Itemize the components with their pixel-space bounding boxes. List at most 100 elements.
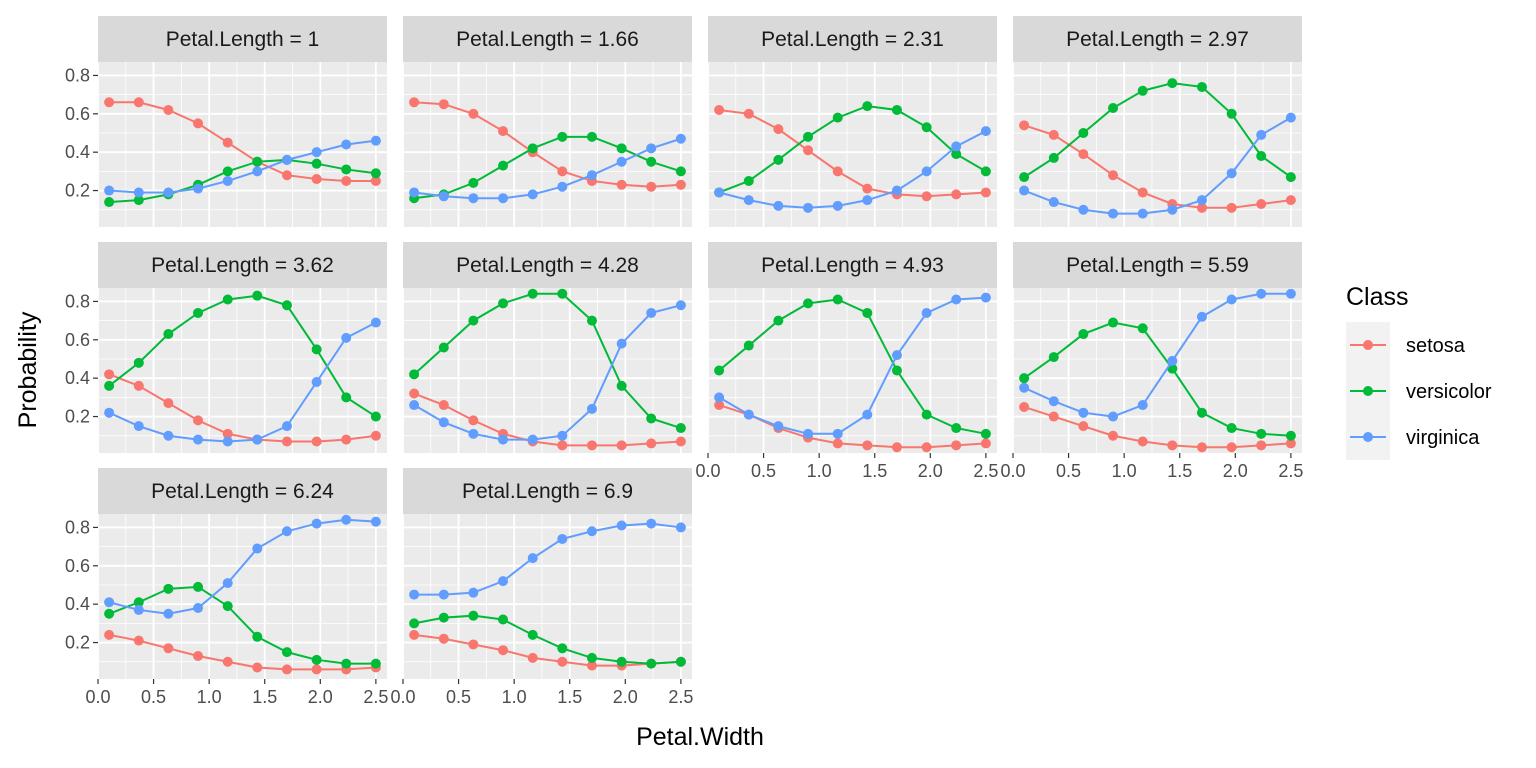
panel-9-x-tick-label: 2.0 xyxy=(308,687,333,707)
panel-8-versicolor-point xyxy=(1226,423,1237,434)
panel-6-virginica-point xyxy=(468,428,479,439)
panel-10-strip xyxy=(403,468,692,514)
panel-1-setosa-point xyxy=(370,175,381,186)
panel-3-virginica-line xyxy=(718,130,987,209)
panel-7-setosa-point xyxy=(714,400,725,411)
panel-7-setosa-point xyxy=(862,440,873,451)
panel-9-versicolor-point xyxy=(281,647,292,658)
panel-6-strip xyxy=(403,242,692,288)
panel-3-setosa-point xyxy=(951,189,962,200)
panel-3-background xyxy=(708,62,997,227)
panel-8: Petal.Length = 5.59 0.0 0.5 1.0 1.5 2.0 2.5 xyxy=(1000,242,1303,481)
panel-10-versicolor-point xyxy=(675,656,686,667)
panel-6-setosa-point xyxy=(646,438,657,449)
panel-6-virginica-point xyxy=(646,307,657,318)
panel-5-setosa-point xyxy=(193,415,204,426)
legend-item-setosa-key-point xyxy=(1363,340,1373,350)
panel-4-virginica-point xyxy=(1019,185,1030,196)
panel-3-setosa-point xyxy=(862,183,873,194)
panel-1-virginica-point xyxy=(341,139,352,150)
panel-2-strip xyxy=(403,16,692,62)
panel-6-virginica-line xyxy=(413,304,682,441)
panel-4-virginica-point xyxy=(1048,197,1059,208)
panel-2-versicolor-point xyxy=(498,160,509,171)
panel-5-strip-label: Petal.Length = 3.62 xyxy=(151,254,334,277)
panel-3-virginica-point xyxy=(951,141,962,152)
panel-6-virginica-point xyxy=(616,338,627,349)
panel-7-setosa-point xyxy=(832,438,843,449)
panel-7-strip-label: Petal.Length = 4.93 xyxy=(761,254,944,277)
panel-9-versicolor-point xyxy=(163,583,174,594)
panel-10-x-tick-label: 1.0 xyxy=(502,687,527,707)
panel-5-virginica-point xyxy=(252,434,263,445)
panel-8-setosa-point xyxy=(1019,401,1030,412)
panel-8-versicolor-point xyxy=(1108,317,1119,328)
panel-8-virginica-point xyxy=(1078,407,1089,418)
legend-item-versicolor-label: versicolor xyxy=(1406,381,1492,403)
panel-7-versicolor-point xyxy=(773,315,784,326)
panel-9-virginica-point xyxy=(163,608,174,619)
panel-2-setosa-point xyxy=(409,97,420,108)
panel-3-strip-label: Petal.Length = 2.31 xyxy=(761,28,944,51)
panel-3-versicolor-point xyxy=(951,149,962,160)
panel-7-versicolor-point xyxy=(743,340,754,351)
panel-9-background xyxy=(98,514,387,679)
panel-2-background xyxy=(403,62,692,227)
panel-9-setosa-point xyxy=(252,662,263,673)
panel-6-virginica-point xyxy=(498,434,509,445)
panel-5-versicolor-point xyxy=(311,344,322,355)
panel-1-y-tick-label: 0.8 xyxy=(65,65,90,85)
panel-3-setosa-point xyxy=(832,166,843,177)
panel-8-x-tick-label: 2.0 xyxy=(1223,461,1248,481)
panel-3-versicolor-point xyxy=(743,175,754,186)
panel-6-virginica-point xyxy=(438,417,449,428)
panel-9-virginica-line xyxy=(108,518,376,615)
panel-1-virginica-point xyxy=(370,135,381,146)
panel-4-setosa-point xyxy=(1285,195,1296,206)
panel-4-versicolor-point xyxy=(1196,81,1207,92)
panel-7-virginica-point xyxy=(714,392,725,403)
panel-5-y-tick-label: 0.8 xyxy=(65,291,90,311)
panel-5-versicolor-point xyxy=(281,300,292,311)
panel-10-strip-label: Petal.Length = 6.9 xyxy=(462,480,633,503)
panel-2-virginica-point xyxy=(409,187,420,198)
panel-1-virginica-point xyxy=(222,175,233,186)
panel-2-setosa-point xyxy=(675,179,686,190)
panel-4-versicolor-point xyxy=(1108,103,1119,114)
panel-1-setosa-point xyxy=(193,118,204,129)
panel-6-versicolor-point xyxy=(468,315,479,326)
panel-8-virginica-point xyxy=(1108,411,1119,422)
panel-10-versicolor-point xyxy=(616,656,627,667)
panel-2-setosa-point xyxy=(498,126,509,137)
panel-7-versicolor-point xyxy=(891,365,902,376)
panel-2-virginica-point xyxy=(675,133,686,144)
panel-2-versicolor-point xyxy=(586,131,597,142)
panel-8-setosa-point xyxy=(1196,442,1207,453)
panel-9-y-tick-label: 0.2 xyxy=(65,633,90,653)
panel-8-virginica-point xyxy=(1048,396,1059,407)
panel-2-virginica-point xyxy=(498,193,509,204)
panel-5-virginica-point xyxy=(222,436,233,447)
panel-4-versicolor-point xyxy=(1137,85,1148,96)
panel-2-virginica-point xyxy=(468,193,479,204)
panel-7-versicolor-point xyxy=(862,307,873,318)
panel-3-versicolor-point xyxy=(980,166,991,177)
panel-7-virginica-point xyxy=(803,428,814,439)
panel-5-y-tick-label: 0.4 xyxy=(65,368,90,388)
panel-6-versicolor-point xyxy=(586,315,597,326)
panel-1-versicolor-point xyxy=(341,164,352,175)
panel-6-setosa-point xyxy=(616,440,627,451)
panel-10-x-tick-label: 2.5 xyxy=(668,687,693,707)
panel-7-x-tick-label: 1.0 xyxy=(807,461,832,481)
panel-5-versicolor-line xyxy=(108,294,377,418)
panel-6-setosa-point xyxy=(409,388,420,399)
panel-2-setosa-point xyxy=(468,108,479,119)
panel-10-setosa-point xyxy=(586,660,597,671)
panel-3-strip xyxy=(708,16,997,62)
panels-layer: Petal.Length = 10.20.40.60.8Petal.Length… xyxy=(65,16,1303,707)
panel-7-virginica-point xyxy=(743,409,754,420)
panel-6-virginica-point xyxy=(586,403,597,414)
panel-6-setosa-point xyxy=(438,400,449,411)
panel-3-versicolor-point xyxy=(921,122,932,133)
panel-4-setosa-point xyxy=(1019,120,1030,131)
